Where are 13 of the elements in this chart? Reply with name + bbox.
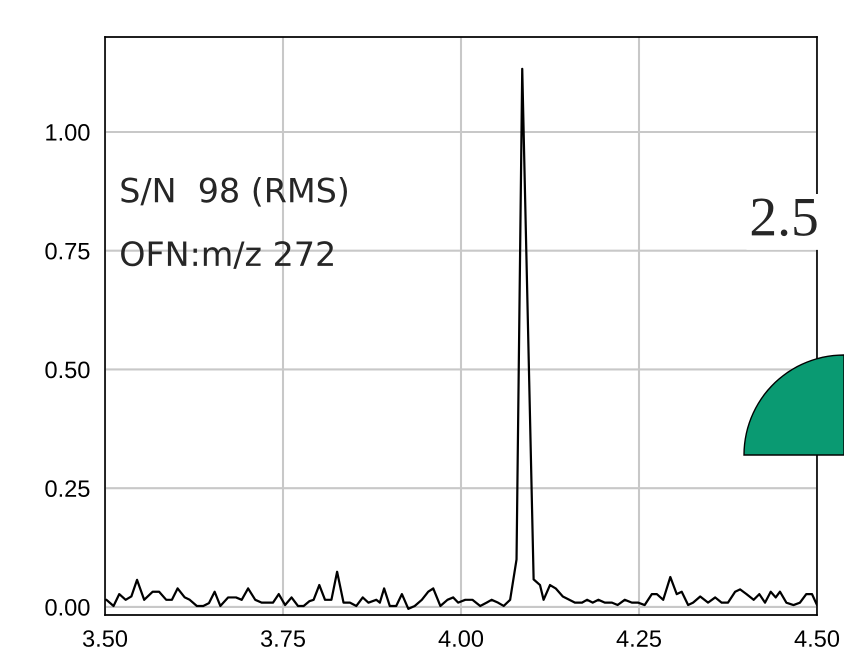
y-tick-label: 0.75 <box>45 242 90 260</box>
x-tick-label: 4.50 <box>794 630 840 647</box>
annotation: S/N 98 (RMS) <box>121 176 347 207</box>
y-tick-label: 0.50 <box>45 362 90 378</box>
y-tick-label: 0.00 <box>45 598 90 616</box>
x-tick-label: 3.75 <box>260 630 305 647</box>
y-tick-label: 0.25 <box>45 480 90 497</box>
y-tick-label: 1.00 <box>46 124 90 141</box>
annotation: OFN:m/z 272 <box>121 241 333 269</box>
x-tick-label: 4.25 <box>616 630 661 647</box>
annotation: 2.5 <box>752 198 817 236</box>
x-tick-label: 4.00 <box>438 630 484 647</box>
x-tick-label: 3.50 <box>82 630 128 647</box>
